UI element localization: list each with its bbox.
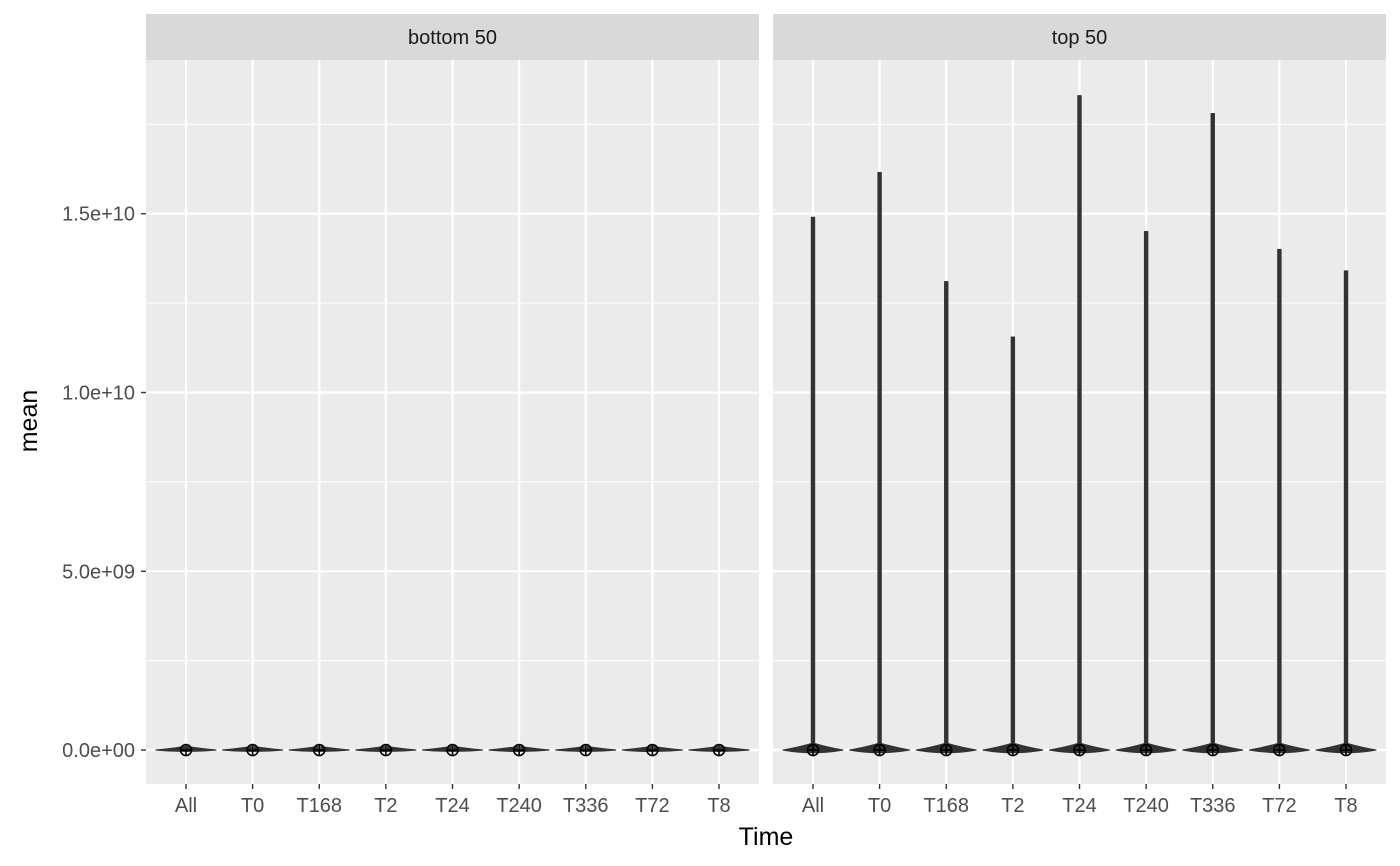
y-tick-label: 1.5e+10 [62, 204, 135, 226]
x-tick-label-T240: T240 [1123, 795, 1169, 817]
x-tick-label-All: All [175, 795, 197, 817]
violin-T240 [1115, 231, 1177, 754]
x-axis-title: Time [739, 823, 794, 851]
violin-T168 [915, 281, 977, 754]
y-tick-label: 1.0e+10 [62, 383, 135, 405]
violins-bottom-50 [155, 743, 750, 757]
y-axis-title: mean [15, 390, 43, 453]
x-tick-label-T24: T24 [435, 795, 469, 817]
violin-T24 [421, 745, 484, 753]
panel-top-50: top 50 All T0 T168 T2 T24 T240 T336 T72 T8 [773, 14, 1386, 817]
x-ticks-top-50: All T0 T168 T2 T24 T240 T336 T72 T8 [802, 784, 1358, 817]
panel-bottom-50: bottom 50 All T0 T168 T2 T24 T240 T336 T72 T8 [146, 14, 759, 817]
violin-T8 [1315, 270, 1377, 754]
violin-T72 [621, 745, 683, 753]
violins-top-50 [782, 95, 1377, 757]
violin-T240 [488, 745, 550, 753]
violin-T168 [288, 745, 350, 753]
x-tick-label-T336: T336 [1190, 795, 1236, 817]
violin-T0 [222, 745, 284, 753]
violin-T0 [849, 172, 911, 754]
violin-T2 [982, 336, 1044, 754]
strip-bg-bottom-50 [146, 14, 759, 60]
violin-T2 [355, 745, 417, 753]
strip-label-top-50: top 50 [1052, 27, 1108, 49]
violin-T72 [1248, 248, 1310, 754]
x-tick-label-T168: T168 [923, 795, 969, 817]
violin-All [782, 216, 844, 754]
strip-bg-top-50 [773, 14, 1386, 60]
x-tick-label-T240: T240 [496, 795, 542, 817]
x-tick-label-T24: T24 [1062, 795, 1096, 817]
x-tick-label-T336: T336 [563, 795, 609, 817]
y-tick-label: 5.0e+09 [62, 561, 135, 583]
x-tick-label-T0: T0 [241, 795, 264, 817]
violin-All [155, 745, 217, 753]
violin-T336 [1182, 113, 1244, 754]
x-tick-label-T8: T8 [1334, 795, 1357, 817]
strip-label-bottom-50: bottom 50 [408, 27, 497, 49]
x-tick-label-T2: T2 [374, 795, 397, 817]
y-axis: 0.0e+00 5.0e+09 1.0e+10 1.5e+10 [62, 204, 146, 762]
violin-T336 [555, 745, 617, 753]
x-ticks-bottom-50: All T0 T168 T2 T24 T240 T336 T72 T8 [175, 784, 731, 817]
y-tick-label: 0.0e+00 [62, 740, 135, 762]
violin-T8 [688, 745, 750, 753]
x-tick-label-T2: T2 [1001, 795, 1024, 817]
x-tick-label-T8: T8 [707, 795, 730, 817]
x-tick-label-T72: T72 [635, 795, 669, 817]
x-tick-label-T72: T72 [1262, 795, 1296, 817]
x-tick-label-T168: T168 [296, 795, 342, 817]
x-tick-label-All: All [802, 795, 824, 817]
x-tick-label-T0: T0 [868, 795, 891, 817]
violin-T24 [1048, 95, 1111, 754]
